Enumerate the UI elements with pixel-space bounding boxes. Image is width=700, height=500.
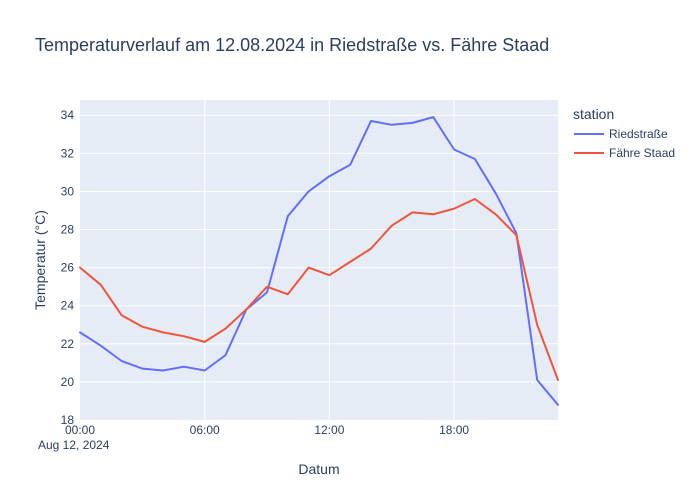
legend-item-0[interactable]: Riedstraße — [574, 127, 668, 141]
x-tick-labels: 00:00 06:00 12:00 18:00 — [65, 423, 469, 437]
x-date-label: Aug 12, 2024 — [38, 438, 110, 452]
y-tick-label: 28 — [61, 223, 75, 237]
y-tick-label: 24 — [61, 299, 75, 313]
x-tick-label: 00:00 — [65, 423, 95, 437]
y-tick-label: 30 — [61, 184, 75, 198]
legend-item-1[interactable]: Fähre Staad — [574, 146, 675, 160]
x-tick-label: 12:00 — [314, 423, 344, 437]
plot-area — [80, 100, 558, 420]
y-tick-label: 34 — [61, 108, 75, 122]
x-tick-label: 18:00 — [439, 423, 469, 437]
x-axis-title: Datum — [298, 461, 339, 477]
series-group — [79, 116, 559, 406]
y-tick-label: 26 — [61, 261, 75, 275]
legend-title: station — [573, 106, 614, 122]
series-line-0[interactable] — [79, 116, 559, 406]
y-tick-labels: 18 20 22 24 26 28 30 32 34 — [61, 108, 75, 427]
legend[interactable]: station Riedstraße Fähre Staad — [573, 106, 675, 160]
x-gridlines — [204, 100, 455, 420]
series-line-1[interactable] — [79, 198, 559, 381]
y-tick-label: 20 — [61, 375, 75, 389]
chart-title: Temperaturverlauf am 12.08.2024 in Rieds… — [35, 35, 549, 55]
y-axis-title: Temperatur (°C) — [32, 210, 48, 310]
y-tick-label: 22 — [61, 337, 75, 351]
y-tick-label: 18 — [61, 413, 75, 427]
x-tick-label: 06:00 — [190, 423, 220, 437]
y-tick-label: 32 — [61, 146, 75, 160]
legend-label: Fähre Staad — [609, 146, 675, 160]
legend-label: Riedstraße — [609, 127, 668, 141]
y-gridlines — [80, 114, 558, 383]
